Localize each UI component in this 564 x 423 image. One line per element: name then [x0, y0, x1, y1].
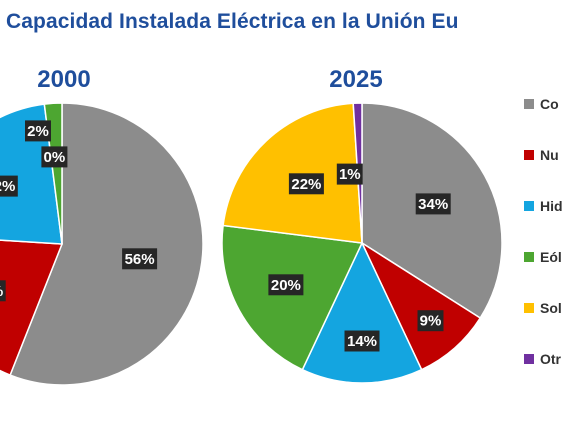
pie-2000: 56% 20% 22% 2% 0% [0, 102, 204, 386]
legend-label-eol: Eól [540, 249, 562, 265]
chart-title: Capacidad Instalada Eléctrica en la Unió… [6, 10, 459, 33]
legend-swatch-nu [524, 150, 534, 160]
slice-2025-sol [222, 102, 363, 244]
label-bg-2025-co [415, 193, 451, 215]
label-2000-sol: 0% [44, 149, 66, 166]
label-bg-2025-hid [344, 330, 380, 352]
slice-2025-hid [301, 241, 423, 384]
legend-item-eol: Eól [524, 249, 562, 265]
legend-label-co: Co [540, 96, 559, 112]
legend-swatch-eol [524, 252, 534, 262]
label-2025-co: 34% [418, 196, 448, 213]
label-bg-2025-eol [268, 274, 304, 296]
label-2000-hid: 22% [0, 178, 15, 195]
label-bg-2000-co [122, 248, 158, 270]
label-bg-2000-hid [0, 175, 18, 197]
label-2025-otr: 1% [339, 166, 361, 183]
label-2025-eol: 20% [271, 277, 301, 294]
label-2000-nu: 20% [0, 283, 3, 300]
pie-title-2025: 2025 [329, 66, 383, 93]
label-bg-2000-nu [0, 280, 6, 302]
legend-item-nu: Nu [524, 147, 559, 163]
label-bg-2025-nu [417, 310, 444, 332]
legend-label-hid: Hid [540, 198, 563, 214]
legend-item-co: Co [524, 96, 559, 112]
legend-item-otr: Otr [524, 351, 561, 367]
label-bg-2000-eol [25, 120, 51, 142]
slice-2000-co [9, 102, 204, 386]
legend-swatch-otr [524, 354, 534, 364]
legend-item-sol: Sol [524, 300, 562, 316]
legend-label-sol: Sol [540, 300, 562, 316]
label-2025-nu: 9% [420, 313, 442, 330]
legend-label-nu: Nu [540, 147, 559, 163]
legend-swatch-hid [524, 201, 534, 211]
slice-2025-nu [360, 240, 482, 371]
pie-2025: 34% 9% 14% 20% 22% 1% [221, 102, 503, 384]
pie-title-2000: 2000 [37, 66, 91, 93]
legend-swatch-sol [524, 303, 534, 313]
label-2000-co: 56% [125, 251, 155, 268]
label-2025-hid: 14% [347, 333, 377, 350]
label-bg-2025-sol [288, 173, 324, 195]
legend-label-otr: Otr [540, 351, 561, 367]
label-2000-eol: 2% [27, 123, 49, 140]
slice-2000-nu [0, 239, 64, 377]
label-bg-2000-sol [41, 146, 68, 168]
legend-item-hid: Hid [524, 198, 563, 214]
label-2025-sol: 22% [291, 176, 321, 193]
legend-swatch-co [524, 99, 534, 109]
label-bg-2025-otr [336, 163, 363, 185]
slice-2025-eol [221, 224, 364, 371]
